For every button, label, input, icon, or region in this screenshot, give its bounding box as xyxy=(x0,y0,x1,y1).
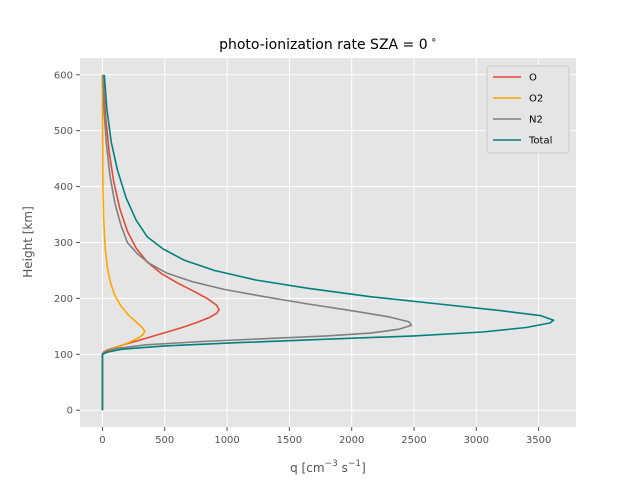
legend-label: O xyxy=(529,73,537,84)
series-line-total xyxy=(101,74,555,411)
legend-box xyxy=(486,65,570,154)
legend-label: Total xyxy=(528,136,552,147)
y-tick-label: 100 xyxy=(54,350,73,361)
legend-label: N2 xyxy=(529,115,543,126)
y-tick-label: 500 xyxy=(54,126,73,137)
x-tick-label: 500 xyxy=(155,435,174,446)
x-tick-label: 2500 xyxy=(401,435,426,446)
y-tick-label: 200 xyxy=(54,294,73,305)
title-degree-symbol: ∘ xyxy=(431,35,437,46)
chart-title: photo-ionization rate SZA = 0 ∘ xyxy=(219,35,437,53)
series-line-n2 xyxy=(101,74,413,411)
y-tick-label: 0 xyxy=(67,406,73,417)
legend-label: O2 xyxy=(529,94,543,105)
y-tick-label: 400 xyxy=(54,182,73,193)
series-layer xyxy=(101,74,555,411)
x-axis-ticks: 0 500 1000 1500 2000 2500 3000 3500 xyxy=(99,427,551,446)
y-tick-label: 300 xyxy=(54,238,73,249)
x-tick-label: 2000 xyxy=(339,435,364,446)
y-axis-label: Height [km] xyxy=(21,206,35,277)
grid xyxy=(80,58,576,427)
x-tick-label: 1000 xyxy=(214,435,239,446)
x-axis-label: q [cm−3 s−1] xyxy=(290,459,366,475)
y-axis-ticks: 0 100 200 300 400 500 600 xyxy=(54,70,80,417)
legend: O O2 N2 Total xyxy=(486,65,570,154)
x-tick-label: 3000 xyxy=(464,435,489,446)
x-tick-label: 0 xyxy=(99,435,105,446)
y-tick-label: 600 xyxy=(54,70,73,81)
x-tick-label: 3500 xyxy=(526,435,551,446)
x-tick-label: 1500 xyxy=(277,435,302,446)
